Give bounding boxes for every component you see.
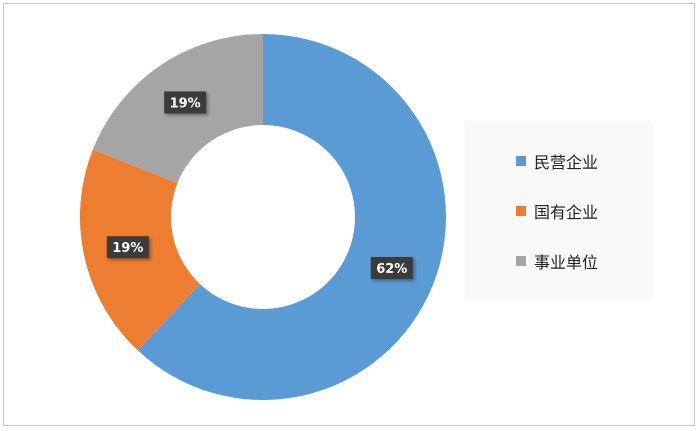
data-label-text: 19% [170, 96, 201, 111]
data-label-0: 62% [370, 256, 413, 279]
data-label-text: 19% [112, 241, 143, 256]
legend-swatch [516, 206, 526, 216]
legend-item-0: 民营企业 [516, 149, 598, 173]
legend-item-2: 事业单位 [516, 249, 598, 273]
data-label-1: 19% [106, 236, 149, 259]
donut-slice-0 [137, 34, 446, 401]
legend-swatch [516, 156, 526, 166]
legend-label: 事业单位 [534, 253, 599, 272]
legend: 民营企业 国有企业 事业单位 [466, 122, 652, 298]
legend-swatch [516, 256, 526, 266]
data-label-box [370, 256, 413, 279]
legend-label: 民营企业 [534, 153, 599, 172]
data-label-2: 19% [164, 91, 207, 114]
data-label-text: 62% [376, 262, 407, 277]
legend-label: 国有企业 [534, 203, 599, 222]
legend-item-1: 国有企业 [516, 199, 598, 223]
data-label-box [106, 236, 149, 259]
chart-frame [3, 3, 695, 426]
data-label-box [164, 91, 207, 114]
